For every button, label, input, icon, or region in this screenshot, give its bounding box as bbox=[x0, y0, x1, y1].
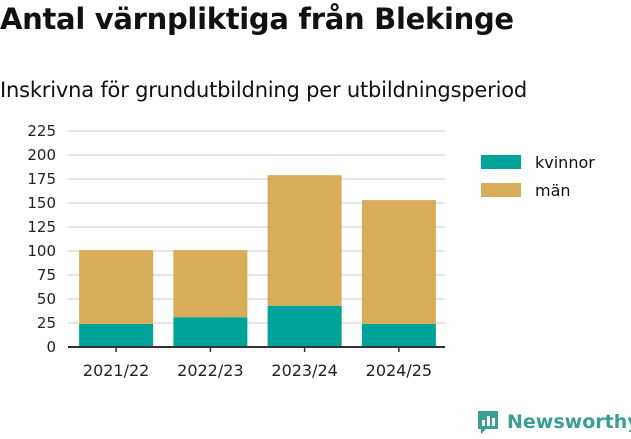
bar-män bbox=[267, 175, 342, 306]
y-tick-label: 75 bbox=[37, 266, 56, 284]
bar-kvinnor bbox=[267, 305, 342, 347]
y-tick-label: 125 bbox=[27, 218, 56, 236]
legend-swatch bbox=[481, 155, 521, 169]
y-tick-label: 100 bbox=[27, 242, 56, 260]
newsworthy-logo: Newsworthy bbox=[476, 409, 631, 435]
bar-män bbox=[79, 250, 154, 324]
bar-män bbox=[173, 250, 248, 318]
x-tick-label: 2024/25 bbox=[366, 361, 432, 380]
legend-swatch bbox=[481, 183, 521, 197]
chart-title: Antal värnpliktiga från Blekinge bbox=[0, 2, 514, 36]
chart-subtitle: Inskrivna för grundutbildning per utbild… bbox=[0, 78, 528, 102]
brand-name: Newsworthy bbox=[507, 411, 631, 433]
legend-label: kvinnor bbox=[535, 152, 595, 172]
legend-item-kvinnor: kvinnor bbox=[481, 148, 595, 176]
bar-kvinnor bbox=[173, 317, 248, 347]
y-tick-label: 0 bbox=[46, 338, 56, 356]
logo-icon bbox=[478, 411, 498, 434]
x-tick-label: 2021/22 bbox=[83, 361, 149, 380]
bar-kvinnor bbox=[361, 323, 436, 347]
legend: kvinnor män bbox=[481, 148, 595, 204]
y-tick-label: 175 bbox=[27, 170, 56, 188]
y-tick-label: 150 bbox=[27, 194, 56, 212]
y-tick-label: 225 bbox=[27, 122, 56, 140]
y-tick-label: 200 bbox=[27, 146, 56, 164]
legend-label: män bbox=[535, 180, 571, 200]
bar-kvinnor bbox=[79, 323, 154, 347]
x-tick-label: 2023/24 bbox=[271, 361, 337, 380]
y-tick-label: 25 bbox=[37, 314, 56, 332]
bar-män bbox=[361, 200, 436, 324]
x-tick-label: 2022/23 bbox=[177, 361, 243, 380]
legend-item-man: män bbox=[481, 176, 595, 204]
y-tick-label: 50 bbox=[37, 290, 56, 308]
